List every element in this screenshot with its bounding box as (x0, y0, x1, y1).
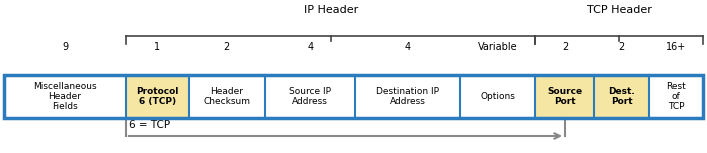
Text: 4: 4 (404, 42, 411, 52)
Text: 2: 2 (223, 42, 230, 52)
Text: Header
Checksum: Header Checksum (204, 87, 250, 106)
Bar (460, 75, 535, 118)
Text: Variable: Variable (478, 42, 518, 52)
Text: Source IP
Address: Source IP Address (289, 87, 331, 106)
Text: Rest
of
TCP: Rest of TCP (666, 82, 686, 111)
Text: Source
Port: Source Port (547, 87, 583, 106)
Text: 16+: 16+ (666, 42, 686, 52)
Bar (4, 75, 126, 118)
Text: 1: 1 (154, 42, 160, 52)
Bar (4, 75, 703, 118)
Bar (189, 75, 265, 118)
Text: Miscellaneous
Header
Fields: Miscellaneous Header Fields (33, 82, 97, 111)
Text: Destination IP
Address: Destination IP Address (376, 87, 439, 106)
Text: TCP Header: TCP Header (587, 5, 652, 15)
Text: Options: Options (480, 92, 515, 101)
Text: 4: 4 (307, 42, 313, 52)
Bar (595, 75, 649, 118)
Text: Protocol
6 (TCP): Protocol 6 (TCP) (136, 87, 178, 106)
Text: 2: 2 (619, 42, 625, 52)
Text: IP Header: IP Header (303, 5, 358, 15)
Text: 2: 2 (562, 42, 568, 52)
Bar (126, 75, 189, 118)
Bar (535, 75, 595, 118)
Text: 6 = TCP: 6 = TCP (129, 120, 170, 130)
Text: 9: 9 (62, 42, 68, 52)
Bar (649, 75, 703, 118)
Bar (356, 75, 460, 118)
Bar (265, 75, 356, 118)
Text: Dest.
Port: Dest. Port (608, 87, 635, 106)
